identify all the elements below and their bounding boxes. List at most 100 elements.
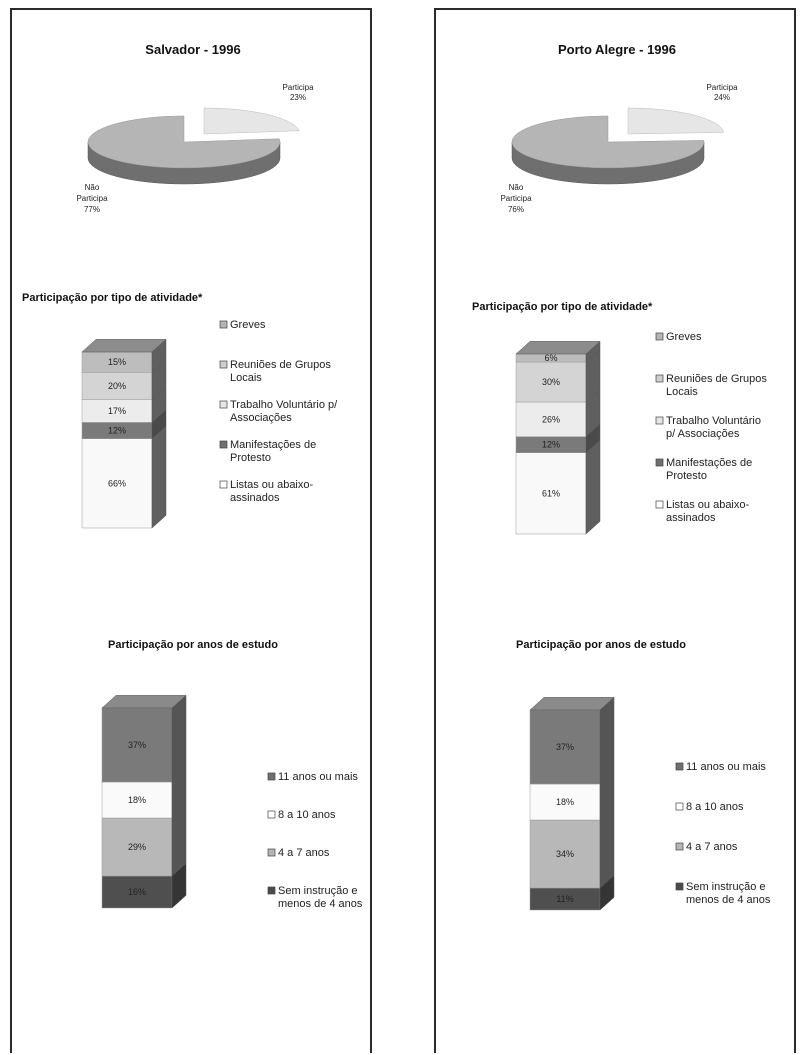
legend-label-line2-1: Locais [230,372,262,384]
legend-label-0: Greves [666,331,702,343]
legend-label-2: 4 a 7 anos [686,841,738,853]
legend-swatch-1 [219,360,228,369]
stack-data-label-3: 37% [556,742,574,752]
stack-segment-3 [515,361,587,403]
legend-swatch-0 [267,772,276,781]
stack-segment-2 [101,781,173,819]
pie-title: Salvador - 1996 [145,42,240,57]
stack-data-label-0: 11% [556,894,573,904]
activity-title: Participação por tipo de atividade* [22,292,203,304]
stack-segment-3 [101,707,173,783]
stack-top [81,339,167,353]
pie-label-participa-2: Participa [76,194,108,203]
pie-label-participa-2: Participa [500,194,532,203]
stack-data-label-0: 61% [542,488,560,498]
salvador-education-bar: 16% 29% 18% 37% [101,694,187,909]
stack-data-label-4: 15% [108,357,126,367]
stack-segment-0 [81,438,153,529]
pie-slice-participa [203,107,300,135]
legend-label-1: 8 a 10 anos [278,809,336,821]
stack-data-label-1: 12% [542,440,560,450]
stack-top [515,341,601,355]
education-title: Participação por anos de estudo [108,639,278,651]
legend-label-line2-3: menos de 4 anos [686,894,771,906]
legend-swatch-2 [675,842,684,851]
legend-label-line2-3: Protesto [230,452,271,464]
stack-data-label-0: 16% [128,887,146,897]
stack-segment-1 [101,817,173,877]
legend-label-line2-4: assinados [230,492,280,504]
pie-label-nao: Não [85,183,100,192]
legend-label-2: 4 a 7 anos [278,847,330,859]
legend-swatch-4 [219,480,228,489]
legend-swatch-3 [267,886,276,895]
pie-label-nao: Não [509,183,524,192]
pie-value-nao-participa: 76% [508,205,524,214]
stack-data-label-2: 18% [128,795,146,805]
stack-segment-side-0 [585,439,601,535]
stack-segment-3 [529,709,601,785]
porto-alegre-panel: Porto Alegre - 1996 Participa 24% Não Pa… [434,8,796,1053]
pie-slice-nao-participa [87,115,281,169]
stack-data-label-3: 30% [542,377,560,387]
stack-top [529,697,615,711]
legend-swatch-3 [675,882,684,891]
legend-label-line2-4: assinados [666,512,716,524]
legend-label-line2-1: Locais [666,386,698,398]
stack-segment-0 [101,875,173,909]
legend-label-3: Manifestações de [666,457,752,469]
stack-data-label-2: 26% [542,414,560,424]
salvador-pie-chart [87,107,300,185]
pie-label-participa: Participa [282,83,314,92]
stack-segment-side-3 [171,694,187,783]
stack-data-label-2: 17% [108,406,126,416]
legend-label-3: Sem instrução e [686,881,765,893]
legend-swatch-2 [655,416,664,425]
legend-label-1: Reuniões de Grupos [666,373,767,385]
legend-swatch-1 [675,802,684,811]
legend-label-0: Greves [230,319,266,331]
legend-label-3: Sem instrução e [278,885,357,897]
legend-swatch-0 [219,320,228,329]
salvador-activity-bar: 66% 12% 17% 20% 15% [81,338,167,529]
stack-segment-2 [529,783,601,821]
legend-swatch-3 [219,440,228,449]
education-title: Participação por anos de estudo [516,639,686,651]
activity-title: Participação por tipo de atividade* [472,301,653,313]
pie-value-nao-participa: 77% [84,205,100,214]
salvador-panel: Salvador - 1996 Participa 23% Não Partic… [10,8,372,1053]
legend-label-line2-2: p/ Associações [666,428,740,440]
stack-segment-2 [515,401,587,437]
stack-segment-side-3 [599,696,615,785]
stack-data-label-2: 18% [556,797,574,807]
stack-data-label-1: 34% [556,849,574,859]
legend-swatch-4 [655,500,664,509]
legend-swatch-1 [267,810,276,819]
legend-swatch-2 [219,400,228,409]
porto-alegre-pie-chart [511,107,725,185]
stack-data-label-1: 12% [108,426,126,436]
legend-label-1: Reuniões de Grupos [230,359,331,371]
stack-segment-0 [515,452,587,535]
legend-label-4: Listas ou abaixo- [230,479,313,491]
legend-swatch-3 [655,458,664,467]
porto-alegre-activity-bar: 61% 12% 26% 30% 6% [515,340,601,535]
stack-data-label-3: 20% [108,381,126,391]
legend-label-0: 11 anos ou mais [686,761,766,773]
pie-value-participa: 24% [714,93,730,102]
legend-label-line2-2: Associações [230,412,292,424]
legend-label-2: Trabalho Voluntário [666,415,761,427]
legend-label-line2-3: Protesto [666,470,707,482]
porto-alegre-education-legend: 11 anos ou mais 8 a 10 anos 4 a 7 anos Sem … [675,761,771,906]
legend-label-1: 8 a 10 anos [686,801,744,813]
stack-data-label-3: 37% [128,740,146,750]
stack-segment-side-1 [599,806,615,889]
pie-slice-nao-participa [511,115,705,169]
stack-data-label-0: 66% [108,478,126,488]
pie-label-participa: Participa [706,83,738,92]
legend-label-3: Manifestações de [230,439,316,451]
legend-swatch-0 [655,332,664,341]
legend-swatch-1 [655,374,664,383]
